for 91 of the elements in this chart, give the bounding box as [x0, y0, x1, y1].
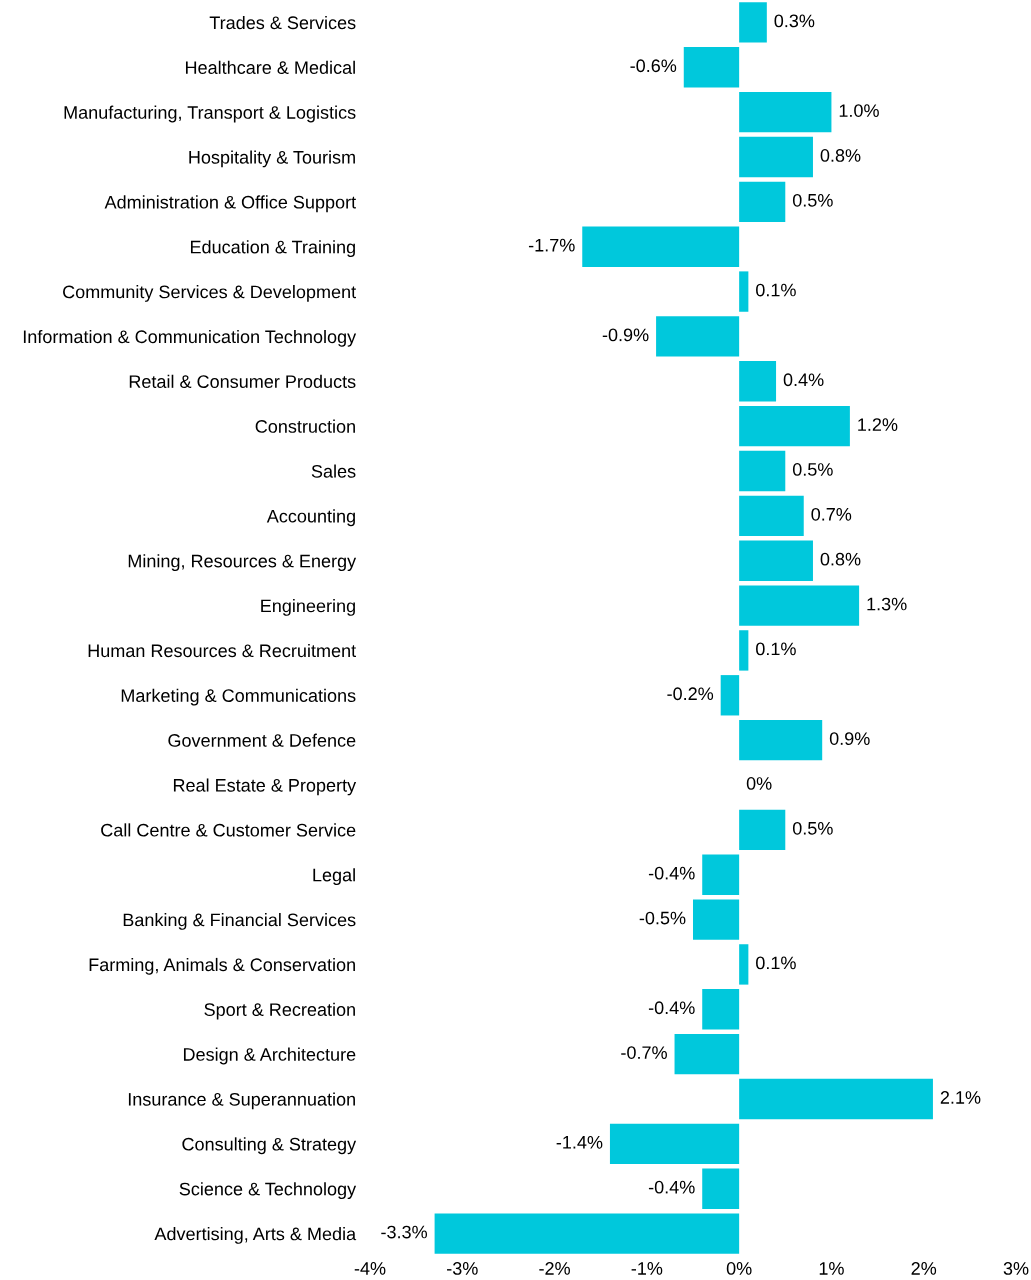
data-label: -0.6% — [630, 59, 677, 73]
x-tick-label: 2% — [911, 1262, 937, 1275]
x-tick-label: 0% — [726, 1262, 752, 1275]
bar — [702, 1168, 740, 1209]
bar — [674, 1033, 740, 1075]
x-tick-label: -3% — [447, 1262, 478, 1275]
bar — [739, 2, 767, 43]
data-label: -0.4% — [648, 1001, 695, 1015]
data-label: 0.1% — [756, 283, 796, 297]
data-label: -1.4% — [556, 1136, 603, 1149]
bar — [434, 1213, 740, 1254]
bar — [702, 989, 740, 1030]
data-label: -0.4% — [648, 866, 695, 880]
data-label: 0.8% — [820, 149, 861, 162]
bar — [720, 675, 740, 716]
y-tick-label: Engineering — [261, 599, 355, 616]
y-tick-label: Education & Training — [190, 240, 355, 257]
bar — [739, 1078, 933, 1120]
y-tick-label: Science & Technology — [179, 1182, 357, 1199]
data-label: 0.1% — [756, 642, 796, 656]
bar — [702, 854, 740, 895]
y-tick-label: Hospitality & Tourism — [189, 150, 355, 168]
x-tick-label: 3% — [1003, 1262, 1029, 1275]
data-label: 1.2% — [858, 418, 898, 431]
bar — [739, 944, 749, 985]
data-label: 0% — [746, 777, 772, 790]
y-tick-label: Sport & Recreation — [204, 1002, 355, 1020]
bar — [739, 719, 823, 761]
bar — [683, 47, 740, 88]
y-tick-label: Accounting — [266, 509, 355, 527]
y-tick-label: Design & Architecture — [183, 1047, 356, 1065]
y-tick-label: Healthcare & Medical — [185, 60, 355, 75]
bar — [739, 361, 777, 402]
y-tick-label: Insurance & Superannuation — [128, 1092, 355, 1110]
y-tick-label: Banking & Financial Services — [123, 913, 356, 930]
data-label: -0.7% — [621, 1046, 667, 1059]
bar — [739, 809, 786, 851]
data-label: 0.1% — [756, 956, 796, 970]
y-tick-label: Marketing & Communications — [121, 688, 356, 706]
data-label: 0.4% — [783, 373, 824, 387]
bar — [739, 136, 813, 178]
bar — [739, 630, 749, 671]
data-label: 1.0% — [839, 104, 879, 117]
y-tick-label: Sales — [311, 464, 356, 478]
y-tick-label: Real Estate & Property — [173, 778, 357, 796]
y-tick-label: Manufacturing, Transport & Logistics — [64, 105, 356, 123]
data-label: 0.3% — [774, 14, 815, 28]
bar — [693, 899, 740, 940]
y-tick-label: Government & Defence — [168, 733, 356, 747]
y-tick-label: Farming, Animals & Conservation — [89, 957, 355, 975]
y-tick-label: Community Services & Development — [63, 285, 356, 302]
x-tick-label: -1% — [631, 1262, 663, 1275]
data-label: 0.5% — [792, 821, 833, 835]
x-tick-label: 1% — [819, 1262, 844, 1275]
data-label: 0.5% — [792, 193, 833, 207]
y-tick-label: Trades & Services — [209, 15, 356, 30]
x-tick-label: -4% — [354, 1262, 386, 1275]
y-tick-label: Administration & Office Support — [104, 195, 356, 213]
bar — [739, 405, 850, 447]
y-tick-label: Retail & Consumer Products — [129, 374, 356, 389]
y-tick-label: Human Resources & Recruitment — [88, 643, 356, 658]
bar — [739, 91, 832, 133]
data-label: 0.8% — [820, 552, 861, 566]
y-tick-label: Call Centre & Customer Service — [101, 823, 356, 837]
data-label: 0.5% — [792, 463, 833, 476]
bar — [739, 271, 749, 312]
x-tick-label: -2% — [539, 1262, 570, 1275]
bar — [582, 226, 740, 267]
bar — [739, 495, 804, 537]
data-label: -3.3% — [381, 1225, 428, 1239]
data-label: -0.5% — [639, 911, 686, 925]
data-label: 0.7% — [811, 507, 852, 521]
data-label: 0.9% — [829, 732, 870, 745]
bar — [739, 181, 786, 223]
y-tick-label: Mining, Resources & Energy — [128, 554, 357, 571]
y-tick-label: Advertising, Arts & Media — [154, 1227, 357, 1244]
data-label: 2.1% — [940, 1091, 981, 1104]
data-label: -0.4% — [648, 1180, 695, 1194]
bar — [739, 450, 786, 492]
bar — [739, 585, 860, 626]
data-label: -0.9% — [602, 328, 649, 342]
bar — [609, 1123, 740, 1165]
data-label: -1.7% — [528, 238, 575, 252]
bar — [656, 316, 740, 357]
y-tick-label: Consulting & Strategy — [182, 1137, 357, 1155]
bar — [739, 540, 813, 581]
y-tick-label: Legal — [313, 868, 355, 885]
data-label: -0.2% — [667, 687, 714, 701]
y-tick-label: Information & Communication Technology — [23, 329, 357, 347]
y-tick-label: Construction — [255, 419, 355, 433]
data-label: 1.3% — [867, 597, 907, 611]
